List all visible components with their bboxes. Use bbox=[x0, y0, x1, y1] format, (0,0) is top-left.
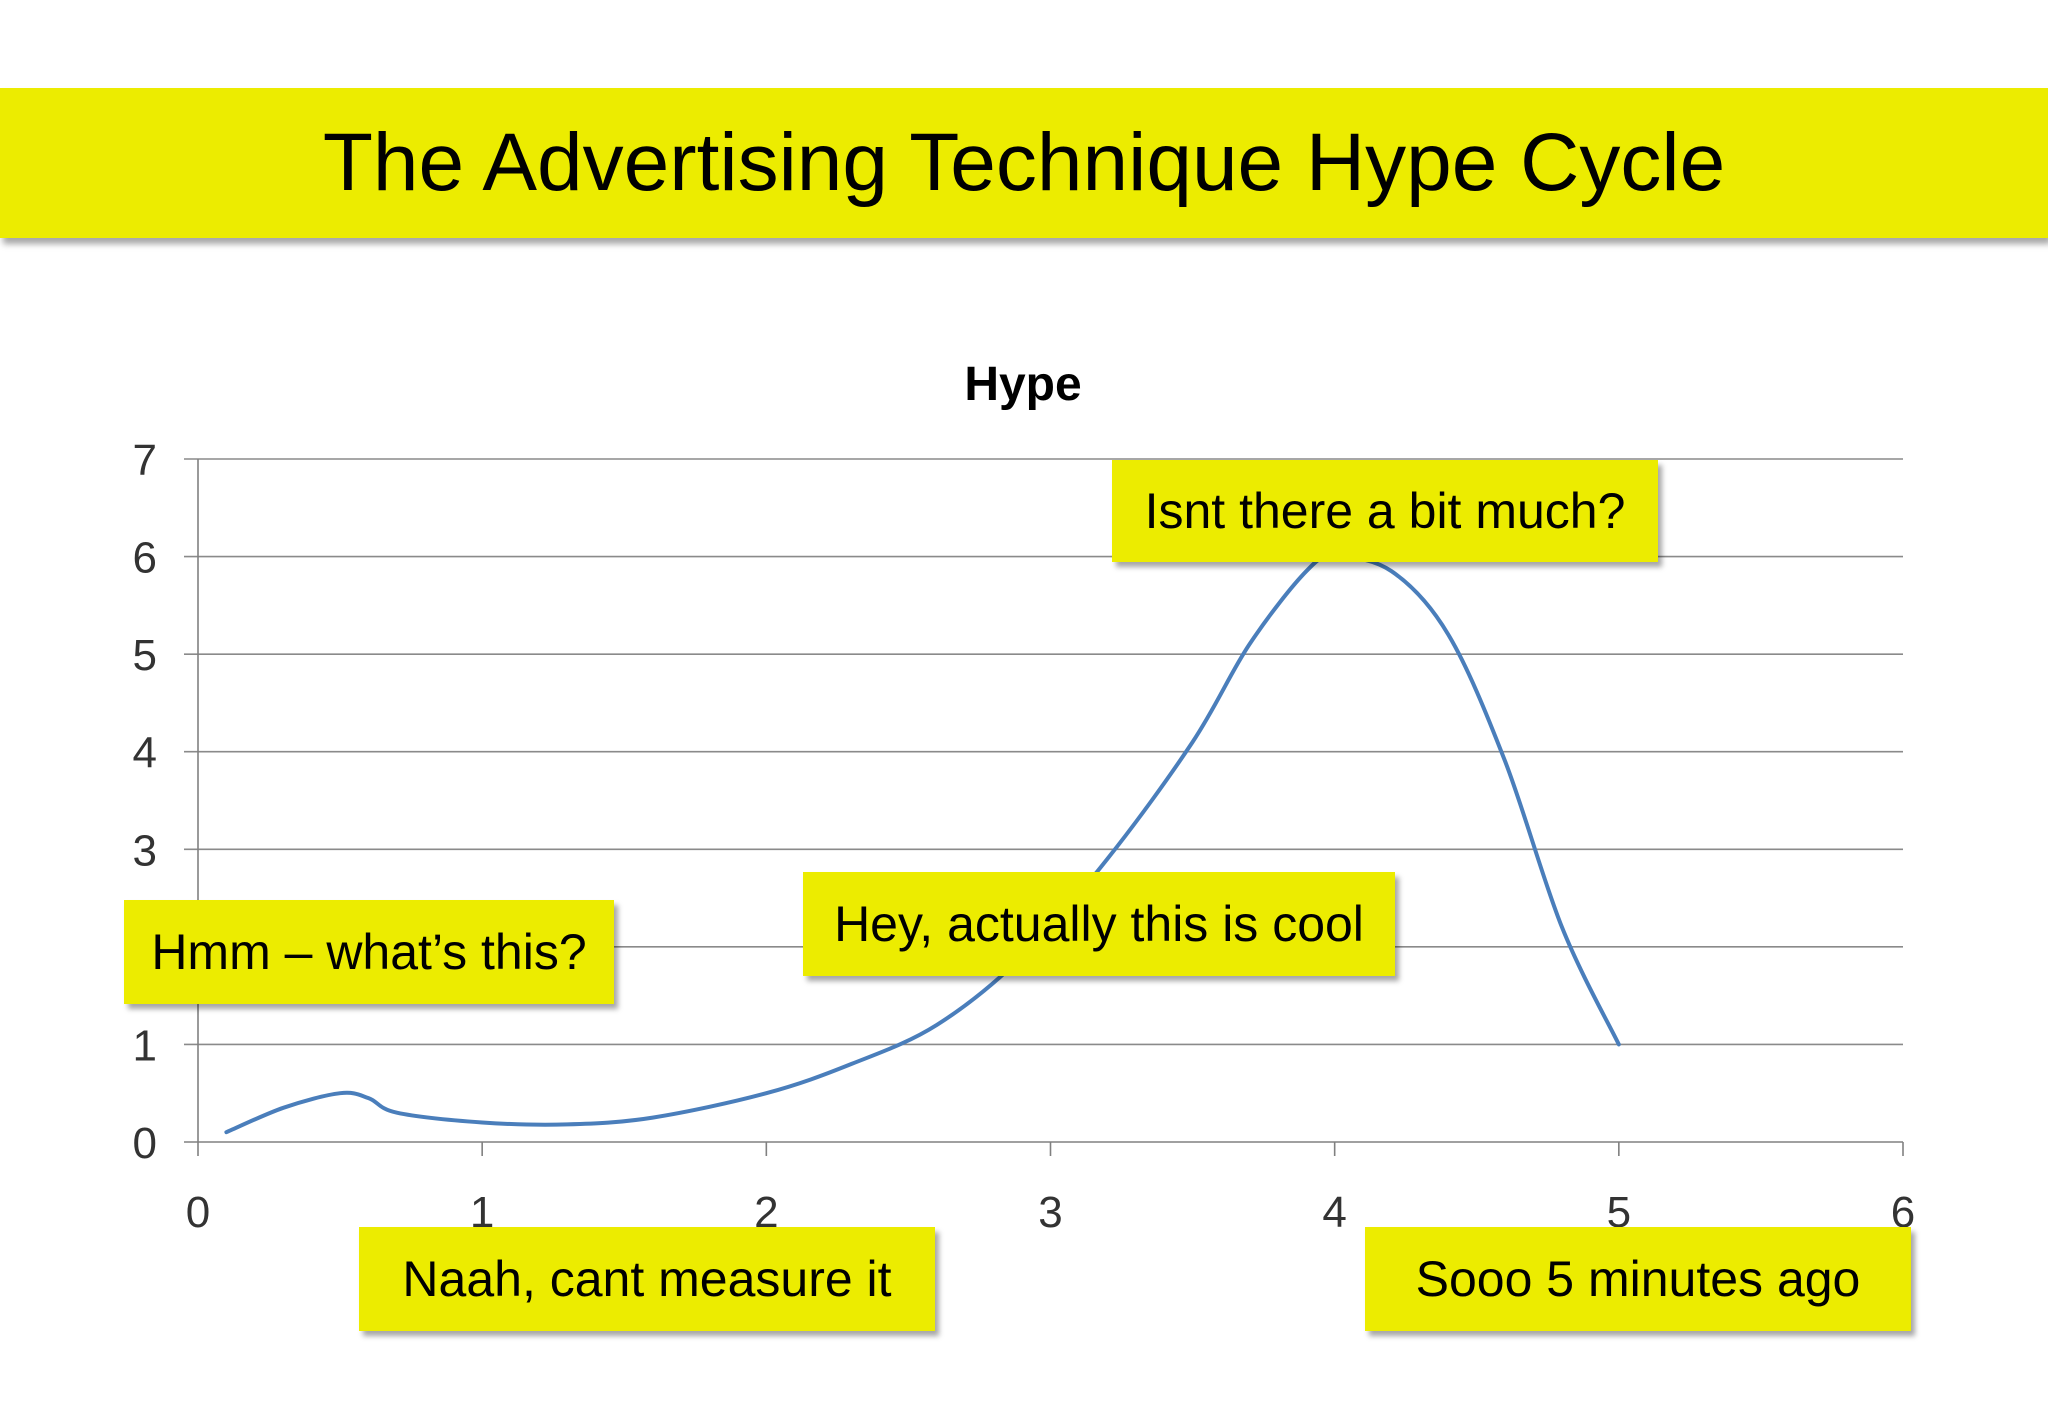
y-tick-label: 5 bbox=[133, 631, 157, 680]
y-tick-label: 3 bbox=[133, 826, 157, 875]
slide-title: The Advertising Technique Hype Cycle bbox=[322, 117, 1726, 208]
x-tick-label: 0 bbox=[186, 1188, 210, 1237]
callout-hey-actually-cool: Hey, actually this is cool bbox=[803, 872, 1395, 976]
y-tick-label: 7 bbox=[133, 436, 157, 485]
y-tick-label: 6 bbox=[133, 534, 157, 583]
callout-hmm-whats-this: Hmm – what’s this? bbox=[124, 900, 614, 1004]
series-group bbox=[224, 554, 1621, 1135]
callout-sooo-5-minutes-ago: Sooo 5 minutes ago bbox=[1365, 1227, 1911, 1331]
chart-title: Hype bbox=[964, 358, 1081, 411]
y-tick-label: 0 bbox=[133, 1119, 157, 1168]
y-tick-labels: 01234567 bbox=[133, 436, 157, 1168]
axes bbox=[197, 459, 1904, 1156]
series-line bbox=[224, 554, 1621, 1135]
title-banner: The Advertising Technique Hype Cycle bbox=[0, 88, 2048, 238]
x-tick-label: 3 bbox=[1038, 1188, 1062, 1237]
y-tick-label: 1 bbox=[133, 1021, 157, 1070]
y-tick-label: 4 bbox=[133, 729, 157, 778]
callout-naah-cant-measure: Naah, cant measure it bbox=[359, 1227, 935, 1331]
callout-isnt-there-a-bit-much: Isnt there a bit much? bbox=[1112, 460, 1658, 562]
x-tick-label: 4 bbox=[1322, 1188, 1346, 1237]
